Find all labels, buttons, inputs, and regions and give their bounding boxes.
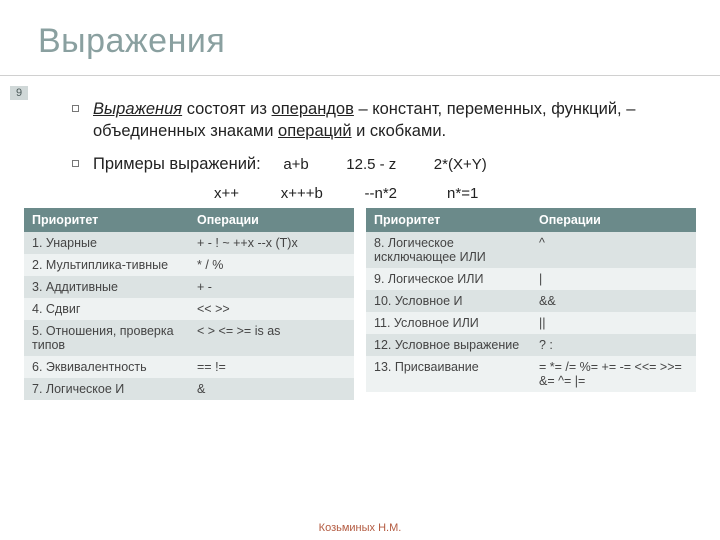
header-operations: Операции [189, 208, 354, 232]
cell-priority: 6. Эквивалентность [24, 356, 189, 378]
cell-priority: 3. Аддитивные [24, 276, 189, 298]
cell-operations: ? : [531, 334, 696, 356]
cell-priority: 9. Логическое ИЛИ [366, 268, 531, 290]
cell-priority: 4. Сдвиг [24, 298, 189, 320]
table-row: 4. Сдвиг<< >> [24, 298, 354, 320]
paragraph-1: Выражения состоят из операндов – констан… [93, 98, 694, 143]
table-row: 1. Унарные+ - ! ~ ++x --x (T)x [24, 232, 354, 254]
cell-operations: * / % [189, 254, 354, 276]
table-row: 3. Аддитивные+ - [24, 276, 354, 298]
cell-operations: + - ! ~ ++x --x (T)x [189, 232, 354, 254]
cell-operations: ^ [531, 232, 696, 268]
text-frag: состоят из [182, 100, 271, 118]
bullet-item-1: Выражения состоят из операндов – констан… [72, 98, 694, 143]
paragraph-2: Примеры выражений: a+b 12.5 - z 2*(X+Y) [93, 153, 487, 175]
footer-author: Козьминых Н.М. [0, 522, 720, 534]
cell-priority: 12. Условное выражение [366, 334, 531, 356]
cell-operations: + - [189, 276, 354, 298]
table-row: 10. Условное И&& [366, 290, 696, 312]
header-priority: Приоритет [366, 208, 531, 232]
table-header-row: Приоритет Операции [366, 208, 696, 232]
table-row: 8. Логическое исключающее ИЛИ^ [366, 232, 696, 268]
cell-operations: == != [189, 356, 354, 378]
examples-label: Примеры выражений: [93, 155, 261, 173]
square-bullet-icon [72, 105, 79, 112]
cell-priority: 1. Унарные [24, 232, 189, 254]
page-number-badge: 9 [10, 86, 28, 100]
cell-priority: 10. Условное И [366, 290, 531, 312]
examples-line-2: x++ x+++b --n*2 n*=1 [214, 185, 694, 202]
cell-operations: < > <= >= is as [189, 320, 354, 356]
cell-operations: << >> [189, 298, 354, 320]
table-row: 9. Логическое ИЛИ| [366, 268, 696, 290]
word-operations: операций [278, 122, 352, 140]
square-bullet-icon [72, 160, 79, 167]
table-header-row: Приоритет Операции [24, 208, 354, 232]
cell-priority: 7. Логическое И [24, 378, 189, 400]
cell-operations: && [531, 290, 696, 312]
priority-table-left: Приоритет Операции 1. Унарные+ - ! ~ ++x… [24, 208, 354, 400]
bullet-item-2: Примеры выражений: a+b 12.5 - z 2*(X+Y) [72, 153, 694, 175]
cell-priority: 13. Присваивание [366, 356, 531, 392]
content-area: Выражения состоят из операндов – констан… [0, 76, 720, 202]
table-row: 12. Условное выражение? : [366, 334, 696, 356]
text-frag: и скобками. [352, 122, 447, 140]
examples-line-1: a+b 12.5 - z 2*(X+Y) [283, 156, 486, 173]
cell-operations: | [531, 268, 696, 290]
cell-priority: 11. Условное ИЛИ [366, 312, 531, 334]
header-priority: Приоритет [24, 208, 189, 232]
priority-table-right: Приоритет Операции 8. Логическое исключа… [366, 208, 696, 392]
table-row: 13. Присваивание= *= /= %= += -= <<= >>=… [366, 356, 696, 392]
cell-operations: || [531, 312, 696, 334]
cell-priority: 5. Отношения, проверка типов [24, 320, 189, 356]
cell-priority: 2. Мультиплика-тивные [24, 254, 189, 276]
table-row: 11. Условное ИЛИ|| [366, 312, 696, 334]
cell-operations: & [189, 378, 354, 400]
left-table-wrap: Приоритет Операции 1. Унарные+ - ! ~ ++x… [24, 208, 354, 400]
cell-priority: 8. Логическое исключающее ИЛИ [366, 232, 531, 268]
word-expressions: Выражения [93, 100, 182, 118]
word-operands: операндов [272, 100, 354, 118]
table-row: 5. Отношения, проверка типов< > <= >= is… [24, 320, 354, 356]
table-row: 7. Логическое И& [24, 378, 354, 400]
right-table-wrap: Приоритет Операции 8. Логическое исключа… [366, 208, 696, 400]
slide-title: Выражения [0, 0, 720, 67]
header-operations: Операции [531, 208, 696, 232]
table-row: 2. Мультиплика-тивные* / % [24, 254, 354, 276]
tables-container: Приоритет Операции 1. Унарные+ - ! ~ ++x… [0, 202, 720, 400]
cell-operations: = *= /= %= += -= <<= >>= &= ^= |= [531, 356, 696, 392]
table-row: 6. Эквивалентность== != [24, 356, 354, 378]
